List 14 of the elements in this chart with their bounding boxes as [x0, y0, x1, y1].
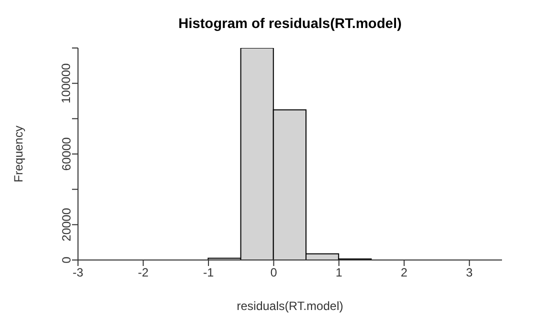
x-axis-title: residuals(RT.model) — [236, 299, 344, 313]
y-tick-label: 100000 — [59, 62, 74, 104]
x-tick-label: 1 — [336, 266, 343, 280]
y-tick-label: 60000 — [59, 136, 74, 171]
x-tick-label: 0 — [270, 266, 278, 280]
y-axis-title: Frequency — [11, 126, 26, 182]
chart-title: Histogram of residuals(RT.model) — [178, 15, 402, 31]
x-tick-label: 2 — [400, 266, 408, 280]
y-tick-label: 20000 — [59, 208, 74, 242]
y-tick-label: 0 — [59, 256, 74, 264]
x-tick-label: -3 — [72, 266, 84, 280]
x-tick-label: -1 — [203, 266, 214, 280]
x-tick-label: 3 — [466, 266, 474, 280]
x-tick-label: -2 — [138, 266, 149, 280]
